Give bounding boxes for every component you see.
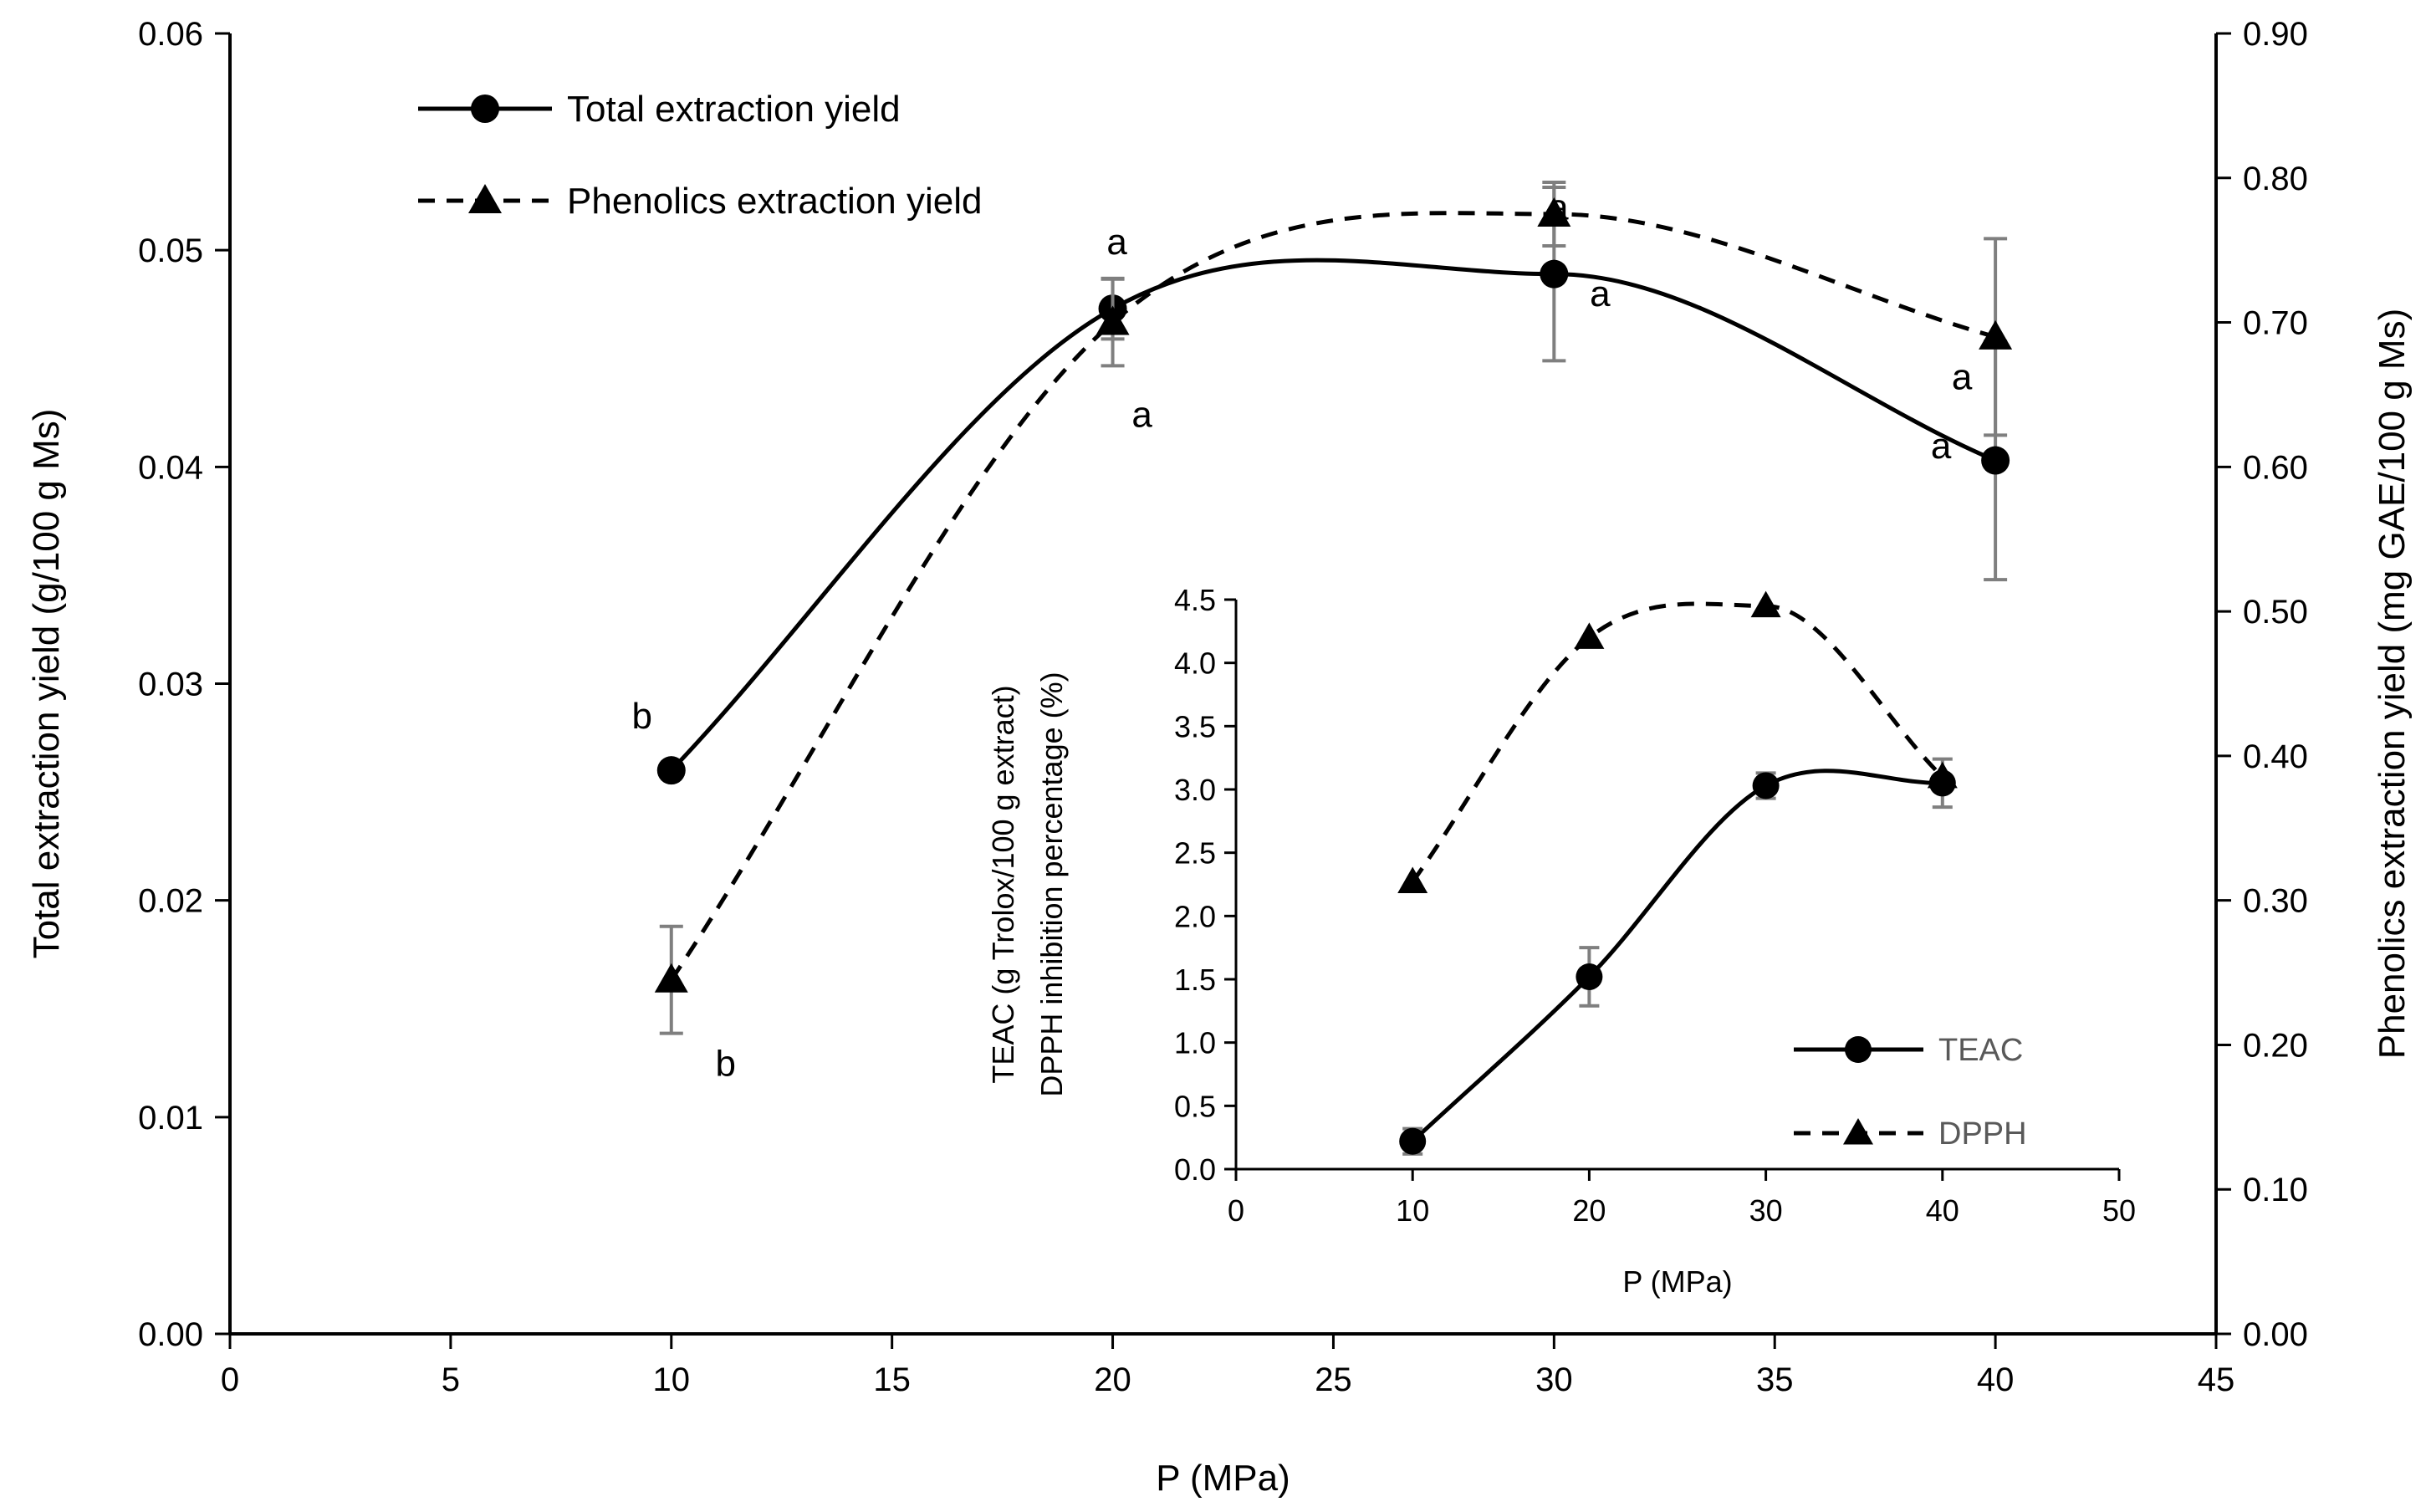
inset-data-point-0 — [1752, 772, 1780, 799]
data-point-1 — [1537, 197, 1571, 227]
inset-x-axis-title: P (MPa) — [1622, 1264, 1732, 1299]
legend-label: Total extraction yield — [567, 89, 901, 130]
y2-tick-label: 0.10 — [2243, 1172, 2308, 1208]
y-axis-title: Total extraction yield (g/100 g Ms) — [26, 409, 67, 959]
y2-tick-label: 0.60 — [2243, 449, 2308, 486]
inset-legend-label: DPPH — [1938, 1116, 2027, 1152]
significance-letter: b — [716, 1044, 736, 1085]
inset-y-tick-label: 3.0 — [1174, 773, 1216, 807]
y2-tick-label: 0.70 — [2243, 305, 2308, 342]
inset-data-point-0 — [1576, 963, 1603, 990]
series-line-0 — [669, 258, 1997, 772]
x-tick-label: 5 — [442, 1361, 460, 1398]
inset-data-point-1 — [1574, 622, 1605, 649]
legend-marker-0 — [471, 94, 499, 123]
inset-y-axis-title: TEAC (g Trolox/100 g extract) — [986, 685, 1020, 1083]
inset-legend-marker-1 — [1843, 1118, 1873, 1145]
y2-tick-label: 0.90 — [2243, 16, 2308, 53]
x-tick-label: 15 — [873, 1361, 911, 1398]
y-tick-label: 0.01 — [138, 1100, 203, 1137]
legend-label: Phenolics extraction yield — [567, 181, 982, 222]
legend-marker-1 — [468, 184, 502, 213]
y2-tick-label: 0.20 — [2243, 1027, 2308, 1064]
significance-letter: a — [1590, 273, 1611, 314]
inset-x-tick-label: 0 — [1228, 1193, 1244, 1228]
y2-tick-label: 0.50 — [2243, 594, 2308, 631]
y2-axis-title: Phenolics extraction yield (mg GAE/100 g… — [2372, 309, 2413, 1060]
inset-x-tick-label: 20 — [1572, 1193, 1606, 1228]
significance-letter: a — [1931, 426, 1952, 467]
inset-data-point-1 — [1927, 761, 1958, 789]
x-tick-label: 30 — [1535, 1361, 1573, 1398]
data-point-0 — [656, 756, 686, 785]
inset-y-tick-label: 1.5 — [1174, 963, 1216, 997]
x-tick-label: 45 — [2198, 1361, 2235, 1398]
y2-tick-label: 0.30 — [2243, 883, 2308, 920]
y-tick-label: 0.04 — [138, 449, 203, 486]
inset-y-axis-title: DPPH inhibition percentage (%) — [1034, 672, 1069, 1096]
y2-tick-label: 0.80 — [2243, 161, 2308, 197]
inset-data-point-1 — [1397, 866, 1428, 893]
inset-y-tick-label: 4.0 — [1174, 646, 1216, 681]
series-line-1 — [669, 211, 1996, 982]
inset-y-tick-label: 4.5 — [1174, 583, 1216, 617]
inset-y-tick-label: 2.5 — [1174, 836, 1216, 871]
significance-letter: a — [1952, 357, 1973, 398]
x-tick-label: 25 — [1315, 1361, 1352, 1398]
data-point-0 — [1540, 259, 1569, 289]
inset-legend-marker-0 — [1845, 1036, 1872, 1063]
x-tick-label: 10 — [653, 1361, 691, 1398]
y-tick-label: 0.00 — [138, 1316, 203, 1353]
x-axis-title: P (MPa) — [1156, 1458, 1290, 1499]
inset-x-tick-label: 50 — [2102, 1193, 2136, 1228]
data-point-1 — [1979, 319, 2013, 350]
x-tick-label: 40 — [1977, 1361, 2015, 1398]
inset-x-tick-label: 40 — [1926, 1193, 1959, 1228]
inset-y-tick-label: 0.5 — [1174, 1089, 1216, 1123]
inset-data-point-1 — [1750, 590, 1781, 618]
y-tick-label: 0.06 — [138, 16, 203, 53]
significance-letter: b — [632, 696, 652, 737]
x-tick-label: 35 — [1756, 1361, 1794, 1398]
inset-y-tick-label: 1.0 — [1174, 1026, 1216, 1060]
x-tick-label: 20 — [1094, 1361, 1131, 1398]
inset-y-tick-label: 2.0 — [1174, 899, 1216, 933]
x-tick-label: 0 — [221, 1361, 239, 1398]
data-point-0 — [1981, 446, 2010, 475]
y2-tick-label: 0.40 — [2243, 738, 2308, 775]
inset-y-tick-label: 3.5 — [1174, 709, 1216, 743]
inset-y-tick-label: 0.0 — [1174, 1152, 1216, 1187]
inset-x-tick-label: 30 — [1749, 1193, 1783, 1228]
inset-series-line-1 — [1411, 601, 1944, 883]
data-point-1 — [1095, 305, 1130, 335]
y2-tick-label: 0.00 — [2243, 1316, 2308, 1353]
inset-legend-label: TEAC — [1938, 1033, 2023, 1068]
y-tick-label: 0.02 — [138, 883, 203, 920]
inset-x-tick-label: 10 — [1396, 1193, 1429, 1228]
inset-background — [1236, 600, 2119, 1169]
y-tick-label: 0.03 — [138, 667, 203, 703]
inset-series-line-0 — [1411, 769, 1943, 1143]
significance-letter: a — [1106, 222, 1127, 263]
data-point-1 — [654, 963, 688, 993]
significance-letter: a — [1131, 395, 1152, 436]
inset-data-point-0 — [1399, 1127, 1427, 1155]
y-tick-label: 0.05 — [138, 232, 203, 269]
